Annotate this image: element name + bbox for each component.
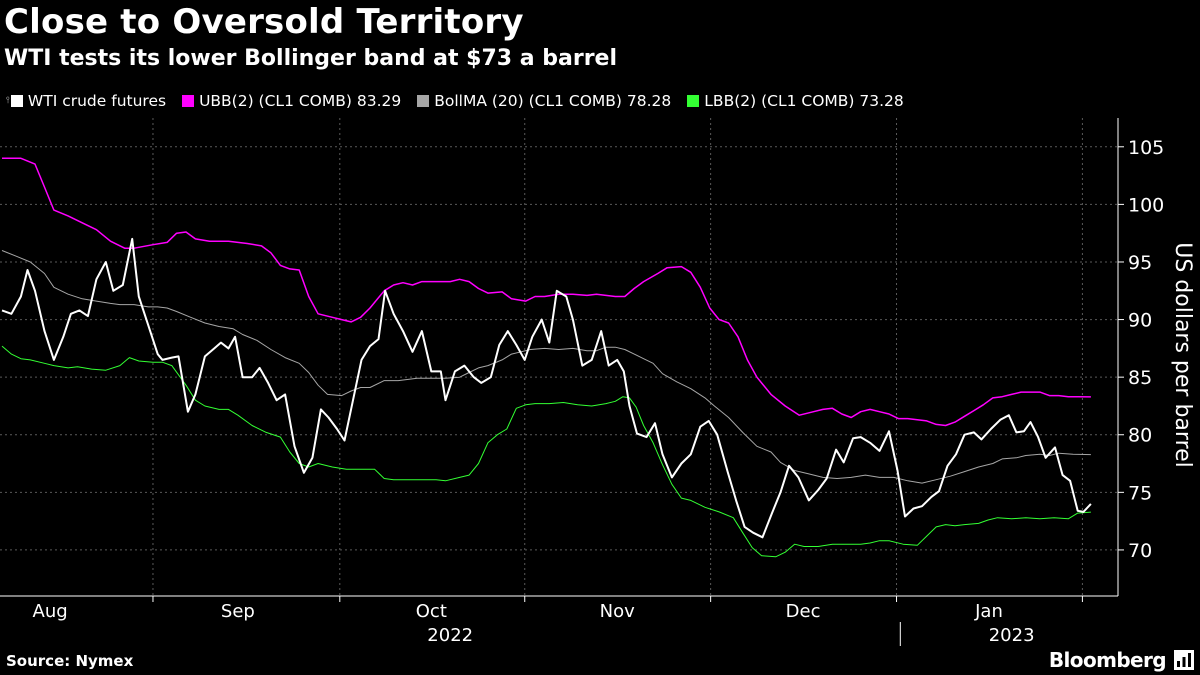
chart-subtitle: WTI tests its lower Bollinger band at $7… [4, 46, 618, 71]
y-tick-label: 105 [1128, 137, 1164, 159]
legend-label-wti: WTI crude futures [27, 92, 167, 110]
y-tick-label: 100 [1128, 194, 1164, 216]
x-tick-label: Sep [221, 601, 255, 622]
legend-swatch-lbb [687, 95, 700, 107]
legend-swatch-ubb [182, 95, 195, 107]
gridlines [0, 118, 1118, 596]
series-line-wti [1, 237, 1092, 539]
legend-item-wti: ⫯ WTI crude futures [6, 92, 166, 110]
y-tick-label: 75 [1128, 482, 1152, 504]
x-tick-label: Dec [786, 601, 821, 622]
y-tick-label: 70 [1128, 540, 1152, 562]
x-tick-label: Oct [416, 601, 447, 622]
legend: ⫯ WTI crude futures UBB(2) (CL1 COMB) 83… [6, 90, 920, 112]
y-tick-label: 90 [1128, 310, 1152, 332]
series-lines [1, 157, 1092, 558]
legend-item-ubb: UBB(2) (CL1 COMB) 83.29 [182, 92, 401, 110]
source-note: Source: Nymex [6, 652, 134, 670]
series-line-bollma [1, 250, 1091, 484]
legend-label-ubb: UBB(2) (CL1 COMB) 83.29 [199, 92, 402, 110]
legend-item-bollma: BollMA (20) (CL1 COMB) 78.28 [417, 92, 671, 110]
axes [0, 118, 1124, 646]
y-axis-label: US dollars per barrel [1170, 242, 1195, 468]
pin-icon: ⫯ [6, 96, 10, 106]
series-line-lbb2 [1, 345, 1091, 558]
x-tick-label: Jan [974, 601, 1003, 622]
x-tick-label: Aug [33, 601, 68, 622]
x-year-label: 2023 [989, 625, 1035, 646]
legend-item-lbb: LBB(2) (CL1 COMB) 73.28 [687, 92, 904, 110]
axis-labels: 70 75 80 85 90 95 100 105 Aug Sep Oct Nov Dec Jan 2022… [33, 137, 1195, 646]
x-tick-label: Nov [600, 601, 635, 622]
chart-title: Close to Oversold Territory [4, 2, 524, 42]
legend-label-bollma: BollMA (20) (CL1 COMB) 78.28 [434, 92, 672, 110]
bloomberg-logo: Bloomberg [1048, 648, 1167, 672]
y-tick-label: 95 [1128, 252, 1152, 274]
legend-label-lbb: LBB(2) (CL1 COMB) 73.28 [704, 92, 904, 110]
x-year-label: 2022 [427, 625, 473, 646]
bloomberg-terminal-icon [1174, 650, 1194, 670]
legend-swatch-bollma [417, 95, 430, 107]
series-line-ubb2 [2, 157, 1091, 427]
y-tick-label: 80 [1128, 425, 1152, 447]
y-tick-label: 85 [1128, 367, 1152, 389]
legend-swatch-wti [10, 95, 23, 107]
